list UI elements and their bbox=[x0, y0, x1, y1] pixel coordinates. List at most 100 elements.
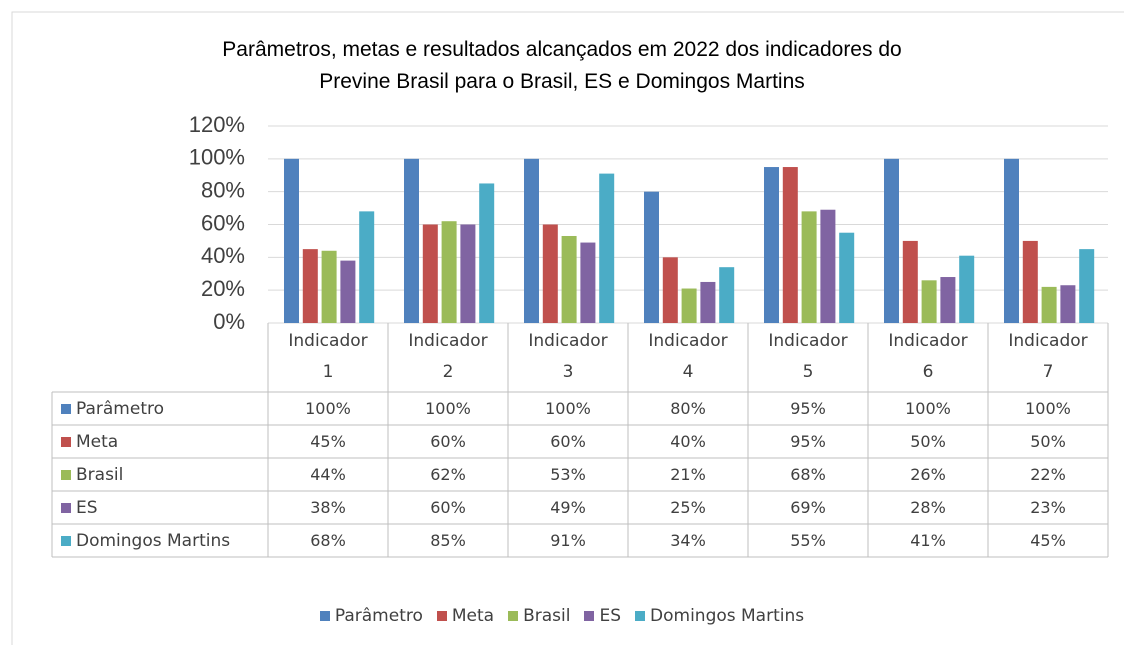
legend-swatch bbox=[508, 611, 519, 621]
data-label: 91% bbox=[550, 531, 586, 550]
bar bbox=[719, 267, 735, 323]
bar bbox=[820, 209, 836, 323]
data-label: 68% bbox=[790, 465, 826, 484]
data-label: 49% bbox=[550, 498, 586, 517]
legend-swatch bbox=[436, 611, 447, 621]
bar bbox=[524, 158, 539, 323]
legend-item: Parâmetro bbox=[319, 606, 423, 626]
bar bbox=[764, 167, 779, 323]
chart-title: Parâmetros, metas e resultados alcançado… bbox=[222, 38, 902, 93]
data-label: 34% bbox=[670, 531, 706, 550]
data-label: 38% bbox=[310, 498, 346, 517]
data-label: 85% bbox=[430, 531, 466, 550]
data-label: 28% bbox=[910, 498, 946, 517]
legend-label: Parâmetro bbox=[334, 606, 423, 626]
y-tick-label: 120% bbox=[189, 112, 245, 137]
bar bbox=[921, 280, 937, 323]
legend-swatch bbox=[319, 611, 330, 621]
legend-swatch bbox=[61, 403, 71, 414]
data-label: 68% bbox=[310, 531, 346, 550]
legend-item: Domingos Martins bbox=[635, 606, 804, 626]
row-label: Parâmetro bbox=[76, 398, 165, 419]
legend-item: Brasil bbox=[508, 606, 570, 626]
bar bbox=[599, 173, 615, 323]
bar bbox=[1004, 158, 1019, 323]
data-label: 95% bbox=[790, 399, 826, 418]
x-tick-label: Indicador 2 bbox=[408, 331, 488, 382]
bar bbox=[580, 242, 596, 323]
y-tick-label: 80% bbox=[201, 177, 245, 202]
data-label: 80% bbox=[670, 399, 706, 418]
row-header: Domingos Martins bbox=[61, 524, 230, 557]
data-label: 60% bbox=[550, 432, 586, 451]
data-label: 100% bbox=[425, 399, 471, 418]
data-label: 62% bbox=[430, 465, 466, 484]
y-tick-label: 0% bbox=[213, 309, 245, 334]
legend-label: Domingos Martins bbox=[650, 606, 805, 626]
data-label: 100% bbox=[905, 399, 951, 418]
data-label: 60% bbox=[430, 432, 466, 451]
bar bbox=[1022, 240, 1038, 323]
data-label: 45% bbox=[1030, 531, 1066, 550]
bar bbox=[404, 158, 419, 323]
legend-swatch bbox=[635, 611, 646, 621]
bar bbox=[700, 281, 716, 323]
x-tick-label: Indicador 3 bbox=[528, 331, 608, 382]
x-tick-label: Indicador 4 bbox=[648, 331, 728, 382]
bar bbox=[644, 191, 659, 323]
y-tick-label: 40% bbox=[201, 243, 245, 268]
bar bbox=[359, 211, 375, 323]
data-label: 44% bbox=[310, 465, 346, 484]
bar bbox=[959, 255, 975, 323]
bar bbox=[422, 224, 438, 323]
data-label: 22% bbox=[1030, 465, 1066, 484]
bar bbox=[1079, 249, 1095, 323]
bar bbox=[460, 224, 476, 323]
category-cell: Indicador 4 bbox=[628, 326, 748, 388]
bar bbox=[479, 183, 495, 323]
bar bbox=[662, 257, 678, 323]
bar bbox=[681, 288, 697, 323]
bar bbox=[1041, 286, 1057, 323]
data-label: 95% bbox=[790, 432, 826, 451]
legend-item: ES bbox=[584, 606, 621, 626]
data-label: 100% bbox=[305, 399, 351, 418]
bar bbox=[940, 277, 956, 323]
bar bbox=[884, 158, 899, 323]
category-cell: Indicador 7 bbox=[988, 326, 1108, 388]
bar bbox=[801, 211, 817, 323]
row-header: ES bbox=[61, 491, 98, 524]
data-label: 69% bbox=[790, 498, 826, 517]
data-label: 100% bbox=[1025, 399, 1071, 418]
legend-item: Meta bbox=[436, 606, 494, 626]
row-label: Meta bbox=[76, 431, 119, 452]
category-cell: Indicador 1 bbox=[268, 326, 388, 388]
category-cell: Indicador 3 bbox=[508, 326, 628, 388]
data-label: 23% bbox=[1030, 498, 1066, 517]
row-label: ES bbox=[76, 497, 98, 518]
row-header: Meta bbox=[61, 425, 118, 458]
bar bbox=[441, 221, 457, 323]
data-label: 26% bbox=[910, 465, 946, 484]
x-tick-label: Indicador 5 bbox=[768, 331, 848, 382]
data-label: 40% bbox=[670, 432, 706, 451]
bar bbox=[782, 167, 798, 323]
legend-swatch bbox=[61, 436, 71, 447]
bar bbox=[839, 232, 855, 323]
x-tick-label: Indicador 7 bbox=[1008, 331, 1088, 382]
category-cell: Indicador 2 bbox=[388, 326, 508, 388]
legend-label: Brasil bbox=[523, 606, 571, 626]
bar bbox=[1060, 285, 1076, 323]
bar bbox=[340, 260, 356, 323]
chart-border bbox=[11, 11, 1124, 645]
y-tick-label: 100% bbox=[189, 145, 245, 170]
x-tick-label: Indicador 6 bbox=[888, 331, 968, 382]
bar bbox=[321, 250, 337, 323]
bar bbox=[902, 240, 918, 323]
y-tick-label: 20% bbox=[201, 276, 245, 301]
category-cell: Indicador 5 bbox=[748, 326, 868, 388]
category-cell: Indicador 6 bbox=[868, 326, 988, 388]
data-label: 100% bbox=[545, 399, 591, 418]
data-label: 60% bbox=[430, 498, 466, 517]
